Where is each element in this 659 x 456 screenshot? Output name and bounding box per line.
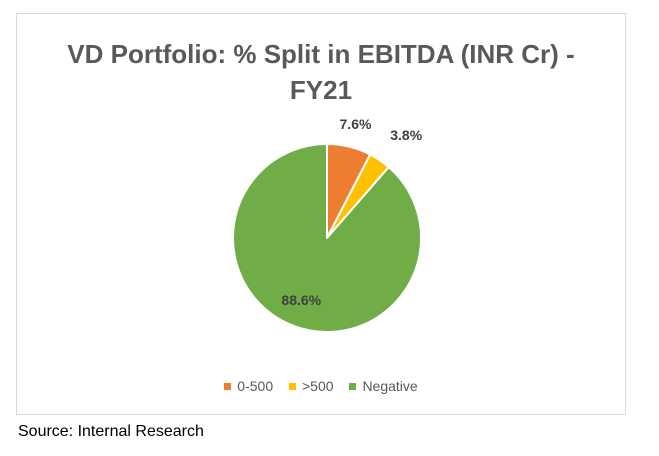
legend-item-0-500: 0-500 bbox=[224, 378, 273, 394]
chart-title-line-2: FY21 bbox=[289, 75, 353, 105]
legend-swatch-0-500 bbox=[224, 382, 232, 390]
legend-label-over-500: >500 bbox=[302, 378, 334, 394]
legend: 0-500 >500 Negative bbox=[17, 378, 625, 394]
pie-slice-negative bbox=[232, 143, 422, 333]
chart-frame: VD Portfolio: % Split in EBITDA (INR Cr)… bbox=[16, 13, 626, 415]
legend-label-negative: Negative bbox=[362, 378, 418, 394]
data-label-negative: 88.6% bbox=[281, 292, 321, 308]
data-label-over-500: 3.8% bbox=[390, 127, 422, 143]
legend-item-negative: Negative bbox=[349, 378, 418, 394]
source-note: Source: Internal Research bbox=[18, 423, 204, 440]
legend-label-0-500: 0-500 bbox=[237, 378, 274, 394]
legend-item-over-500: >500 bbox=[289, 378, 334, 394]
pie-chart: 7.6% 3.8% 88.6% bbox=[232, 116, 423, 333]
chart-title-line-1: VD Portfolio: % Split in EBITDA (INR Cr)… bbox=[67, 39, 575, 69]
legend-swatch-over-500 bbox=[289, 382, 296, 390]
legend-swatch-negative bbox=[349, 382, 357, 390]
chart-title: VD Portfolio: % Split in EBITDA (INR Cr)… bbox=[17, 36, 625, 108]
data-label-0-500: 7.6% bbox=[340, 116, 372, 132]
